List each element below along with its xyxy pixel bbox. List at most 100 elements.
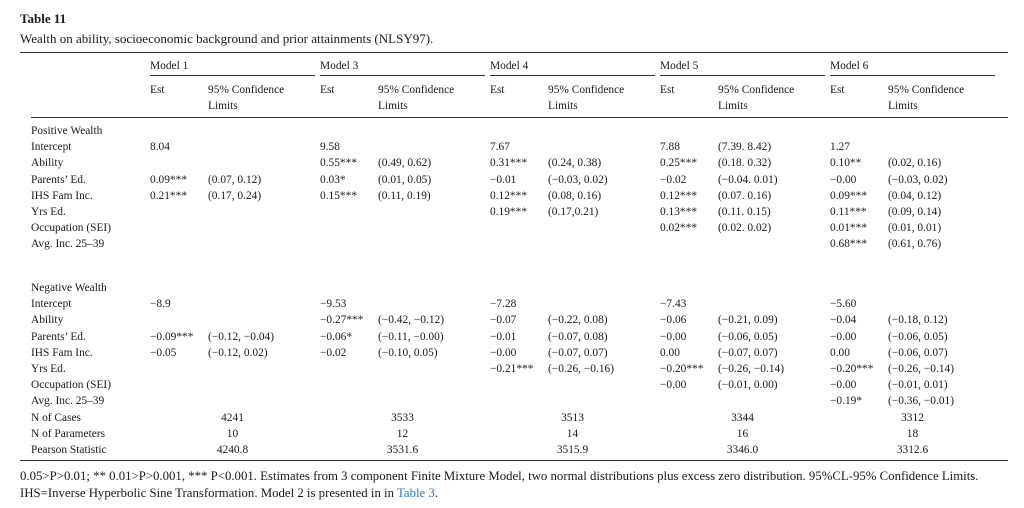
estimate-value: 0.03* (320, 173, 346, 186)
estimate-value: −0.00 (830, 173, 857, 186)
ci-column-header: Limits (378, 100, 408, 112)
table-top-rule (20, 52, 1008, 54)
ci-column-header: 95% Confidence (888, 84, 965, 96)
ci-column-header: Limits (548, 100, 578, 112)
confidence-interval: (−0.01, 0.00) (718, 379, 778, 392)
table-footnote: 0.05>P>0.01; ** 0.01>P>0.001, *** P<0.00… (20, 468, 1010, 502)
estimate-value: 0.00 (660, 346, 680, 359)
estimate-value: 0.12*** (490, 189, 528, 202)
estimate-value: −0.00 (830, 330, 857, 343)
stat-value: 14 (566, 427, 579, 440)
stat-value: 3312 (901, 411, 924, 424)
confidence-interval: (−0.07, 0.07) (548, 346, 608, 359)
row-label: IHS Fam Inc. (31, 346, 93, 359)
confidence-interval: (−0.36, −0.01) (888, 395, 954, 408)
estimate-value: −8.9 (150, 298, 171, 311)
confidence-interval: (−0.01, 0.01) (888, 379, 948, 392)
estimate-value: −0.00 (830, 379, 857, 392)
table-title: Table 11 (20, 11, 67, 26)
estimate-value: 0.01*** (830, 222, 868, 235)
estimate-value: −0.01 (490, 173, 517, 186)
model-header: Model 6 (830, 60, 869, 72)
stat-value: 3344 (731, 411, 754, 424)
estimate-value: −0.04 (830, 314, 857, 327)
confidence-interval: (0.11, 0.19) (378, 189, 431, 202)
estimate-value: −0.20*** (660, 363, 704, 375)
confidence-interval: (−0.03, 0.02) (548, 173, 608, 186)
estimate-value: 0.12*** (660, 189, 698, 202)
estimate-value: 0.19*** (490, 206, 528, 218)
stat-value: 4241 (221, 411, 244, 424)
estimate-value: 7.88 (660, 141, 680, 154)
estimate-value: 0.11*** (830, 206, 867, 218)
confidence-interval: (−0.07, 0.08) (548, 330, 608, 343)
stat-value: 3531.6 (386, 444, 419, 456)
estimate-value: −0.02 (320, 346, 347, 359)
confidence-interval: (−0.10, 0.05) (378, 346, 438, 359)
stat-value: 16 (736, 427, 749, 440)
model-underline (320, 75, 485, 76)
row-label: Intercept (31, 298, 72, 311)
footnote-text: 0.05>P>0.01; ** 0.01>P>0.001, *** P<0.00… (20, 469, 979, 500)
estimate-value: 0.10** (830, 157, 862, 170)
stat-value: 10 (226, 427, 239, 440)
estimate-value: 0.02*** (660, 222, 698, 235)
table-subtitle: Wealth on ability, socioeconomic backgro… (20, 31, 434, 46)
row-label: Ability (31, 314, 64, 327)
row-label: Parents’ Ed. (31, 173, 86, 186)
estimate-value: 0.55*** (320, 157, 358, 170)
estimate-value: −9.53 (320, 298, 347, 311)
table-3-link[interactable]: Table 3 (396, 486, 435, 500)
stat-value: 18 (906, 427, 919, 440)
stat-value: 3533 (391, 411, 414, 424)
ci-column-header: 95% Confidence (378, 84, 455, 96)
estimate-value: −7.28 (490, 298, 517, 311)
estimate-value: 0.68*** (830, 238, 868, 251)
estimate-value: −0.19* (830, 395, 863, 408)
negative-section-heading: Negative Wealth (31, 282, 107, 294)
estimate-value: −0.07 (490, 314, 517, 327)
confidence-interval: (0.07, 0.12) (208, 173, 262, 186)
confidence-interval: (−0.06, 0.05) (888, 330, 948, 343)
ci-column-header: 95% Confidence (208, 84, 285, 96)
est-column-header: Est (830, 84, 845, 96)
model-underline (490, 75, 655, 76)
positive-section-heading: Positive Wealth (31, 125, 103, 137)
estimate-value: −5.60 (830, 298, 857, 311)
confidence-interval: (0.01, 0.01) (888, 222, 942, 235)
estimate-value: −0.01 (490, 330, 517, 343)
row-label: Occupation (SEI) (31, 222, 112, 235)
confidence-interval: (0.02, 0.16) (888, 157, 942, 170)
estimate-value: 8.04 (150, 141, 170, 154)
model-header: Model 5 (660, 60, 699, 72)
estimate-value: 1.27 (830, 141, 850, 154)
stat-value: 3346.0 (726, 444, 759, 456)
row-label: Ability (31, 157, 64, 170)
stat-label: N of Parameters (31, 427, 106, 440)
row-label: Intercept (31, 141, 72, 154)
ci-column-header: Limits (208, 100, 238, 112)
confidence-interval: (−0.26, −0.14) (888, 363, 954, 375)
estimate-value: 0.31*** (490, 157, 528, 170)
estimate-value: 0.15*** (320, 189, 358, 202)
estimate-value: −0.20*** (830, 363, 874, 375)
estimate-value: −0.27*** (320, 314, 364, 327)
estimate-value: 9.58 (320, 141, 340, 154)
model-underline (150, 75, 315, 76)
estimate-value: −0.21*** (490, 363, 534, 375)
stat-value: 3515.9 (556, 444, 589, 456)
estimate-value: 7.67 (490, 141, 510, 154)
estimate-value: 0.00 (830, 346, 850, 359)
row-label: Yrs Ed. (31, 363, 66, 375)
confidence-interval: (−0.07, 0.07) (718, 346, 778, 359)
stat-value: 12 (396, 427, 409, 440)
estimate-value: 0.09*** (830, 189, 868, 202)
model-header: Model 4 (490, 60, 529, 72)
confidence-interval: (−0.26, −0.14) (718, 363, 784, 375)
estimate-value: 0.09*** (150, 173, 188, 186)
stat-label: N of Cases (31, 411, 81, 424)
header-bottom-rule (31, 117, 1008, 118)
confidence-interval: (0.61, 0.76) (888, 238, 942, 251)
estimate-value: −0.06* (320, 330, 353, 343)
confidence-interval: (0.02. 0.02) (718, 222, 772, 235)
